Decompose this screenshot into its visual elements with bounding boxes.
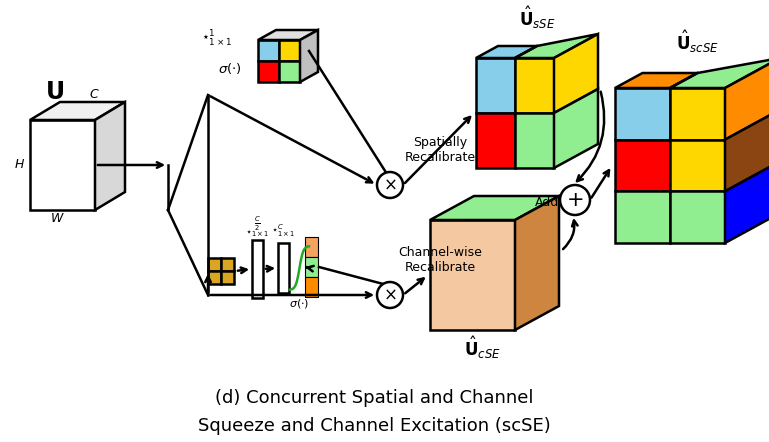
Polygon shape — [476, 58, 515, 113]
Polygon shape — [252, 240, 263, 298]
Text: $H$: $H$ — [15, 159, 25, 171]
Polygon shape — [430, 196, 559, 220]
Polygon shape — [305, 237, 318, 257]
Text: $\frac{C}{2}$: $\frac{C}{2}$ — [254, 215, 261, 233]
Polygon shape — [221, 258, 234, 271]
Text: $C$: $C$ — [89, 88, 100, 102]
Polygon shape — [476, 46, 537, 58]
Circle shape — [560, 185, 590, 215]
Polygon shape — [515, 196, 559, 330]
Polygon shape — [279, 40, 300, 61]
Polygon shape — [305, 257, 318, 277]
Polygon shape — [515, 58, 554, 113]
Polygon shape — [554, 89, 598, 168]
Polygon shape — [670, 88, 725, 140]
Polygon shape — [258, 61, 279, 82]
Polygon shape — [221, 271, 234, 284]
Text: $\hat{\mathbf{U}}_{sSE}$: $\hat{\mathbf{U}}_{sSE}$ — [519, 5, 555, 31]
Polygon shape — [554, 34, 598, 113]
Polygon shape — [515, 113, 554, 168]
Text: $\star^1_{1\times1}$: $\star^1_{1\times1}$ — [201, 29, 231, 49]
Polygon shape — [258, 30, 318, 40]
Text: $\hat{\mathbf{U}}_{scSE}$: $\hat{\mathbf{U}}_{scSE}$ — [676, 29, 719, 55]
Polygon shape — [725, 58, 769, 140]
Polygon shape — [670, 58, 769, 88]
Polygon shape — [725, 110, 769, 191]
Polygon shape — [208, 258, 221, 271]
Text: $\mathbf{U}$: $\mathbf{U}$ — [45, 80, 64, 104]
Text: $\hat{\mathbf{U}}_{cSE}$: $\hat{\mathbf{U}}_{cSE}$ — [464, 335, 501, 361]
Polygon shape — [725, 161, 769, 243]
Circle shape — [377, 282, 403, 308]
Polygon shape — [615, 191, 670, 243]
Text: Channel-wise
Recalibrate: Channel-wise Recalibrate — [398, 246, 482, 274]
Polygon shape — [615, 88, 670, 140]
Text: $\star_{1\times1}$: $\star_{1\times1}$ — [245, 227, 270, 239]
Polygon shape — [30, 120, 95, 210]
Text: $+$: $+$ — [566, 190, 584, 210]
Polygon shape — [305, 277, 318, 297]
Polygon shape — [258, 40, 279, 61]
Polygon shape — [476, 113, 515, 168]
Polygon shape — [30, 102, 125, 120]
Polygon shape — [300, 30, 318, 82]
Text: $\times$: $\times$ — [383, 286, 397, 304]
Polygon shape — [95, 102, 125, 210]
Text: $\sigma(\cdot)$: $\sigma(\cdot)$ — [289, 297, 309, 310]
Text: $\sigma(\cdot)$: $\sigma(\cdot)$ — [218, 61, 242, 76]
Polygon shape — [615, 73, 697, 88]
Text: Add: Add — [535, 195, 559, 209]
Text: (d) Concurrent Spatial and Channel
Squeeze and Channel Excitation (scSE): (d) Concurrent Spatial and Channel Squee… — [198, 389, 551, 435]
Circle shape — [377, 172, 403, 198]
Polygon shape — [615, 140, 670, 191]
Polygon shape — [208, 271, 221, 284]
Polygon shape — [278, 243, 289, 293]
Polygon shape — [670, 191, 725, 243]
Polygon shape — [279, 61, 300, 82]
Polygon shape — [515, 34, 598, 58]
Polygon shape — [670, 140, 725, 191]
Text: $\times$: $\times$ — [383, 176, 397, 194]
Text: $\star^C_{1\times1}$: $\star^C_{1\times1}$ — [271, 223, 296, 240]
Text: $W$: $W$ — [50, 213, 65, 225]
Polygon shape — [430, 220, 515, 330]
Text: Spatially
Recalibrate: Spatially Recalibrate — [404, 136, 475, 164]
